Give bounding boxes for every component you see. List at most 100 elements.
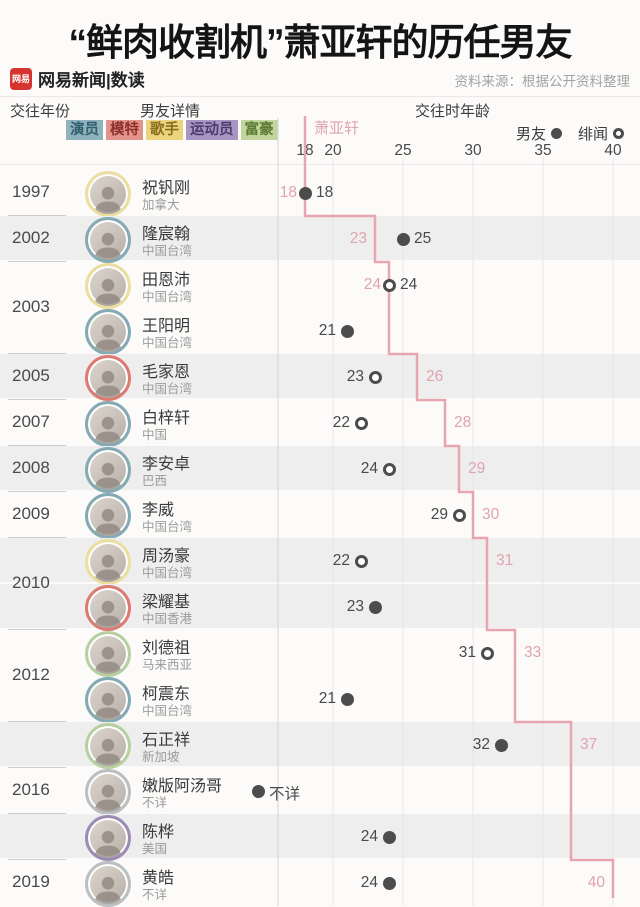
avatar-photo: [85, 815, 131, 861]
category-chip: 歌手: [146, 120, 183, 140]
avatar-photo: [85, 447, 131, 493]
boyfriend-region: 不详: [142, 796, 168, 810]
boyfriend-region: 中国台湾: [142, 382, 193, 396]
elva-age-label: 37: [580, 736, 598, 753]
rumor-dot: [452, 508, 466, 522]
rumor-legend-label: 绯闻: [577, 126, 608, 143]
boyfriend-region: 中国: [142, 428, 168, 442]
boyfriend-age-label: 18: [316, 184, 334, 201]
rumor-dot: [382, 462, 396, 476]
elva-age-label: 24: [363, 276, 381, 293]
boyfriend-dot: [382, 876, 396, 890]
data-source-note: 资料来源：根据公开资料整理: [454, 74, 631, 89]
year-label: 2002: [12, 228, 50, 247]
hollow-dot-icon: [613, 128, 624, 139]
elva-age-label: 23: [349, 230, 367, 247]
avatar-photo: [85, 677, 131, 723]
rumor-legend-item: 绯闻: [578, 123, 624, 144]
elva-age-label: 33: [524, 644, 542, 661]
boyfriend-dot: [298, 186, 312, 200]
boyfriend-age-label: 21: [318, 690, 336, 707]
filled-dot-icon: [550, 128, 562, 139]
boyfriend-age-label: 24: [360, 874, 378, 891]
boyfriend-age-label: 不详: [269, 786, 301, 803]
avatar-photo: [85, 769, 131, 815]
year-label: 2012: [12, 665, 50, 684]
rumor-dot: [368, 370, 382, 384]
boyfriend-name: 李威: [142, 502, 175, 519]
column-header-age: 交往时年龄: [415, 103, 491, 120]
boyfriend-name: 李安卓: [142, 456, 191, 473]
category-chip: 模特: [106, 120, 143, 140]
boyfriend-dot: [494, 738, 508, 752]
avatar-photo: [85, 171, 131, 217]
elva-line-label: 萧亚轩: [314, 120, 360, 137]
boyfriend-region: 中国台湾: [142, 520, 193, 534]
rumor-dot: [354, 416, 368, 430]
year-group-separator: [8, 767, 66, 768]
boyfriend-dot: [340, 692, 354, 706]
boyfriend-name: 田恩沛: [142, 272, 191, 289]
avatar-photo: [85, 309, 131, 355]
year-group-separator: [8, 215, 66, 216]
elva-age-label: 28: [454, 414, 472, 431]
avatar-photo: [85, 539, 131, 585]
brand: 网易 网易新闻|数读: [10, 66, 145, 91]
boyfriend-name: 黄皓: [142, 870, 175, 887]
elva-age-label: 30: [482, 506, 500, 523]
boyfriend-name: 石正祥: [142, 732, 191, 749]
boyfriend-dot: [396, 232, 410, 246]
boyfriend-name: 王阳明: [142, 318, 191, 335]
avatar-photo: [85, 401, 131, 447]
boyfriend-age-label: 23: [346, 368, 364, 385]
elva-age-label: 31: [496, 552, 514, 569]
year-group-separator: [8, 721, 66, 722]
rumor-dot: [382, 278, 396, 292]
x-axis-tick: 20: [324, 142, 342, 159]
boyfriend-name: 陈桦: [142, 824, 175, 841]
year-group-separator: [8, 859, 66, 860]
year-group-separator: [8, 491, 66, 492]
boyfriend-legend-item: 男友: [516, 123, 562, 144]
boyfriend-dot: [251, 784, 265, 798]
boyfriend-region: 中国台湾: [142, 704, 193, 718]
boyfriend-region: 新加坡: [142, 750, 180, 764]
year-group-separator: [8, 537, 66, 538]
elva-age-label: 40: [587, 874, 605, 891]
boyfriend-name: 柯震东: [142, 686, 191, 703]
boyfriend-age-label: 21: [318, 322, 336, 339]
boyfriend-name: 祝钒刚: [142, 180, 191, 197]
x-axis-tick: 30: [464, 142, 482, 159]
boyfriend-name: 毛家恩: [142, 364, 191, 381]
elva-age-label: 18: [279, 184, 297, 201]
boyfriend-age-label: 24: [360, 460, 378, 477]
boyfriend-name: 嫩版阿汤哥: [142, 778, 223, 795]
year-group-separator: [8, 261, 66, 262]
column-header-detail: 男友详情: [140, 103, 201, 120]
year-group-separator: [8, 813, 66, 814]
avatar-photo: [85, 263, 131, 309]
boyfriend-region: 中国香港: [142, 612, 193, 626]
x-axis-tick: 25: [394, 142, 412, 159]
boyfriend-region: 美国: [142, 842, 168, 856]
boyfriend-age-label: 31: [458, 644, 476, 661]
column-header-year: 交往年份: [10, 103, 71, 120]
x-axis-tick: 40: [604, 142, 622, 159]
boyfriend-region: 巴西: [142, 474, 168, 488]
boyfriend-region: 不详: [142, 888, 168, 902]
year-group-separator: [8, 445, 66, 446]
avatar-photo: [85, 861, 131, 907]
year-label: 2005: [12, 366, 50, 385]
year-group-separator: [8, 629, 66, 630]
category-chip: 运动员: [186, 120, 238, 140]
x-axis-tick: 18: [296, 142, 314, 159]
boyfriend-name: 梁耀基: [142, 594, 191, 611]
boyfriend-age-label: 25: [414, 230, 432, 247]
year-label: 2009: [12, 504, 50, 523]
page-title: “鲜肉收割机”萧亚轩的历任男友: [68, 22, 573, 63]
year-label: 2007: [12, 412, 50, 431]
year-group-separator: [8, 353, 66, 354]
boyfriend-dot: [368, 600, 382, 614]
netease-logo-icon: 网易: [10, 67, 32, 90]
year-label: 1997: [12, 182, 50, 201]
